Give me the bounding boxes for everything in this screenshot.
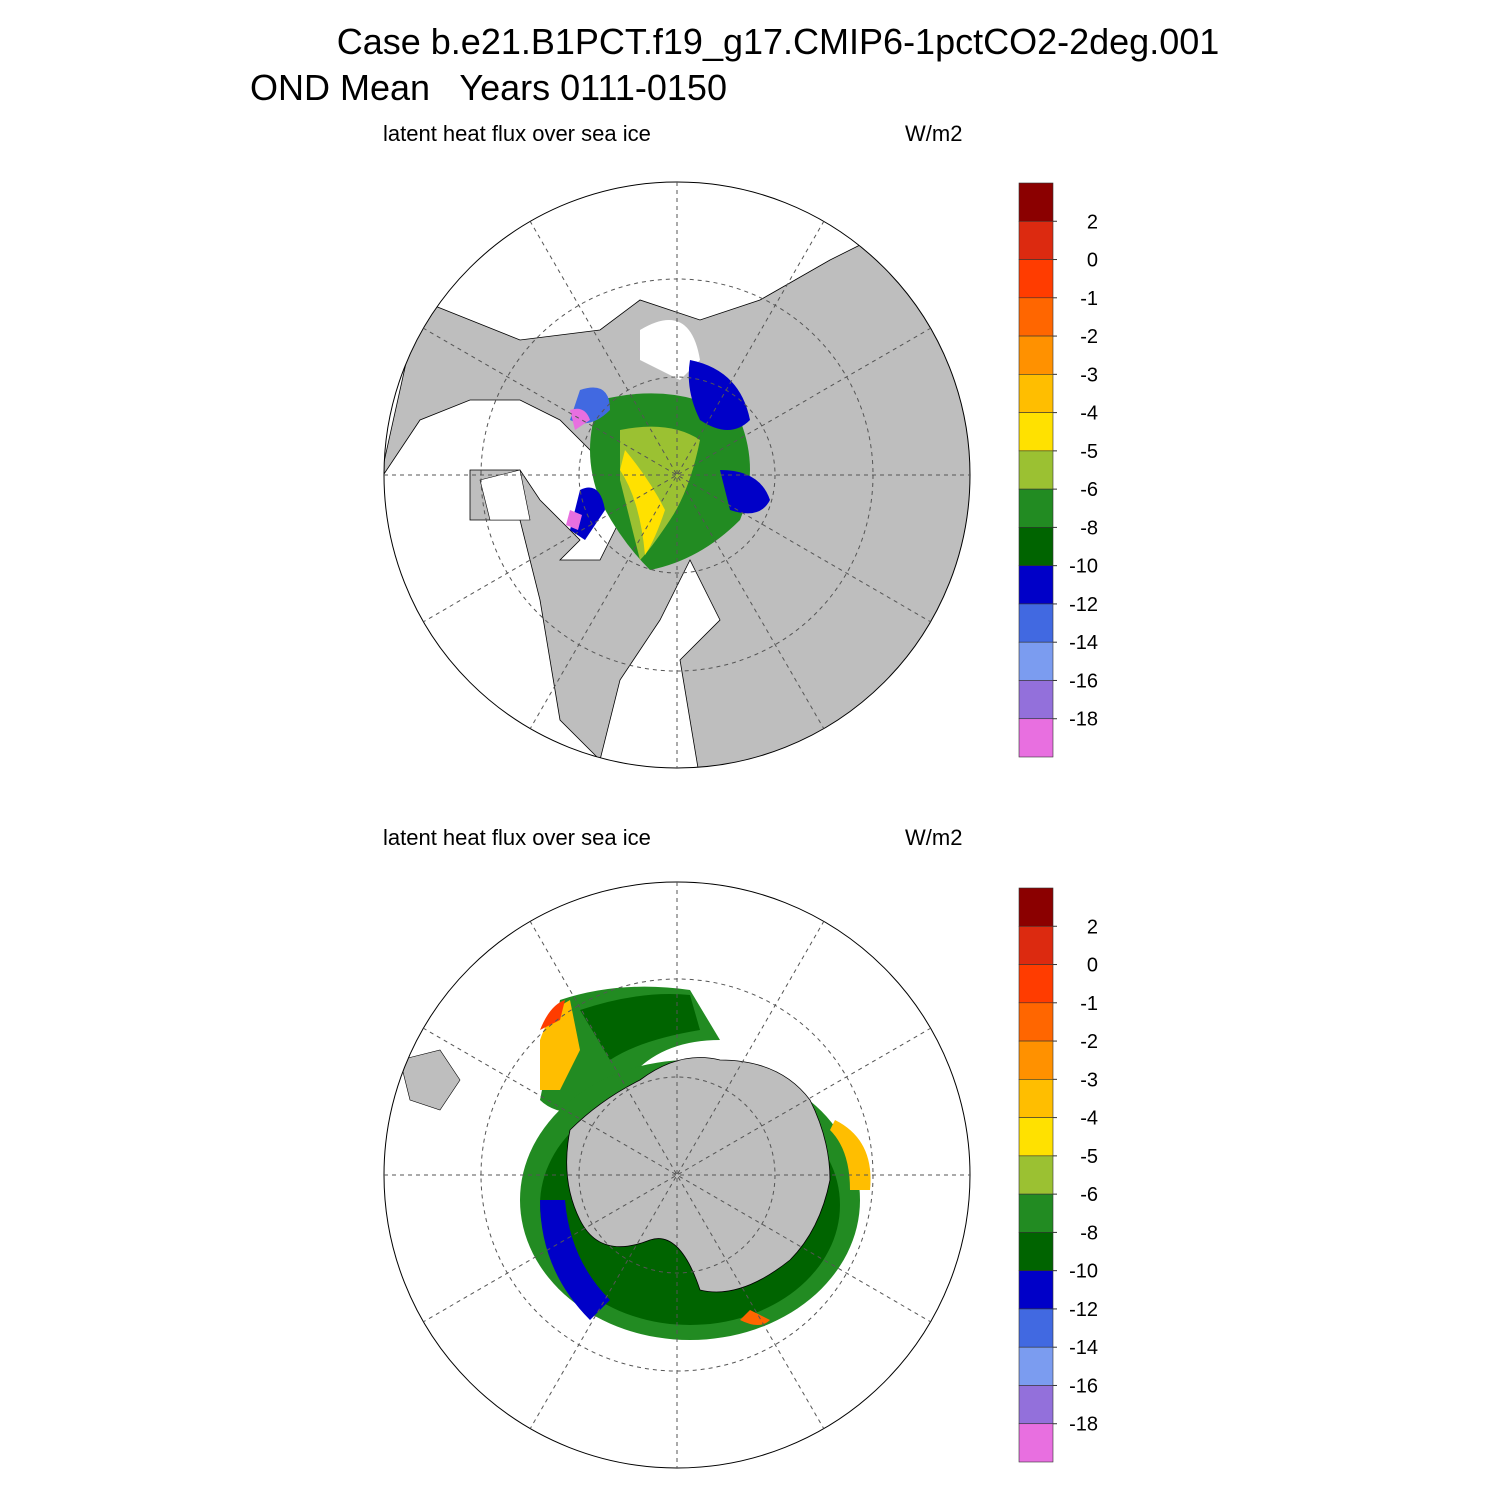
colorbar-box: [1018, 412, 1054, 452]
colorbar-box: [1018, 1002, 1054, 1042]
colorbar-box: [1018, 527, 1054, 566]
colorbar-box: [1018, 565, 1054, 605]
colorbar-box: [1018, 1423, 1054, 1463]
colorbar-label: -2: [1080, 326, 1098, 348]
colorbar-box: [1018, 297, 1054, 337]
colorbar-box: [1018, 925, 1054, 965]
colorbar-label: -18: [1069, 1414, 1098, 1436]
colorbar-box: [1018, 220, 1054, 260]
antarctic-map: [383, 881, 971, 1469]
colorbar-label: -1: [1080, 993, 1098, 1015]
colorbar-label: -3: [1080, 364, 1098, 386]
colorbar-label: 0: [1087, 250, 1098, 272]
colorbar-label: 2: [1087, 211, 1098, 233]
colorbar-box: [1018, 1155, 1054, 1195]
colorbar-box: [1018, 182, 1054, 222]
colorbar-box: [1018, 1270, 1054, 1310]
colorbar-box: [1018, 488, 1054, 528]
colorbar-label: -18: [1069, 709, 1098, 731]
colorbar-label: -12: [1069, 1299, 1098, 1321]
colorbar-box: [1018, 1193, 1054, 1233]
colorbar-box: [1018, 718, 1054, 758]
panel-subtitle: latent heat flux over sea ice: [383, 121, 651, 146]
colorbar-box: [1018, 1117, 1054, 1157]
colorbar-box: [1018, 603, 1054, 643]
colorbar-box: [1018, 1232, 1054, 1271]
colorbar-box: [1018, 1308, 1054, 1348]
colorbar-label: -1: [1080, 288, 1098, 310]
colorbar-label: 0: [1087, 955, 1098, 977]
colorbar-label: -6: [1080, 1184, 1098, 1206]
colorbar-box: [1018, 1346, 1054, 1386]
colorbar-box: [1018, 641, 1054, 681]
colorbar-box: [1018, 259, 1054, 299]
colorbar-box: [1018, 450, 1054, 490]
colorbar-label: -14: [1069, 1337, 1098, 1359]
colorbar-label: -5: [1080, 1146, 1098, 1168]
colorbar-label: -5: [1080, 441, 1098, 463]
colorbar-label: -4: [1080, 1108, 1098, 1130]
colorbar-label: 2: [1087, 916, 1098, 938]
colorbar-label: -3: [1080, 1069, 1098, 1091]
panel-units: W/m2: [905, 121, 962, 146]
panel-units: W/m2: [905, 825, 962, 850]
colorbar-label: -14: [1069, 632, 1098, 654]
colorbar-label: -6: [1080, 479, 1098, 501]
colorbar-box: [1018, 1079, 1054, 1118]
colorbar-box: [1018, 1040, 1054, 1080]
title-line: Case b.e21.B1PCT.f19_g17.CMIP6-1pctCO2-2…: [337, 21, 1220, 62]
colorbar-label: -8: [1080, 1222, 1098, 1244]
title-line: OND Mean Years 0111-0150: [250, 67, 727, 108]
colorbar-box: [1018, 1385, 1054, 1425]
colorbar-label: -8: [1080, 517, 1098, 539]
colorbar-box: [1018, 335, 1054, 375]
colorbar-label: -10: [1069, 1261, 1098, 1283]
colorbar-label: -4: [1080, 403, 1098, 425]
panel-subtitle: latent heat flux over sea ice: [383, 825, 651, 850]
colorbar-label: -16: [1069, 1375, 1098, 1397]
colorbar-box: [1018, 964, 1054, 1004]
colorbar-label: -2: [1080, 1031, 1098, 1053]
colorbar-box: [1018, 887, 1054, 927]
colorbar-box: [1018, 374, 1054, 413]
arctic-map: [383, 181, 971, 769]
colorbar-label: -10: [1069, 556, 1098, 578]
colorbar-label: -16: [1069, 670, 1098, 692]
colorbar-label: -12: [1069, 594, 1098, 616]
colorbar-box: [1018, 680, 1054, 720]
